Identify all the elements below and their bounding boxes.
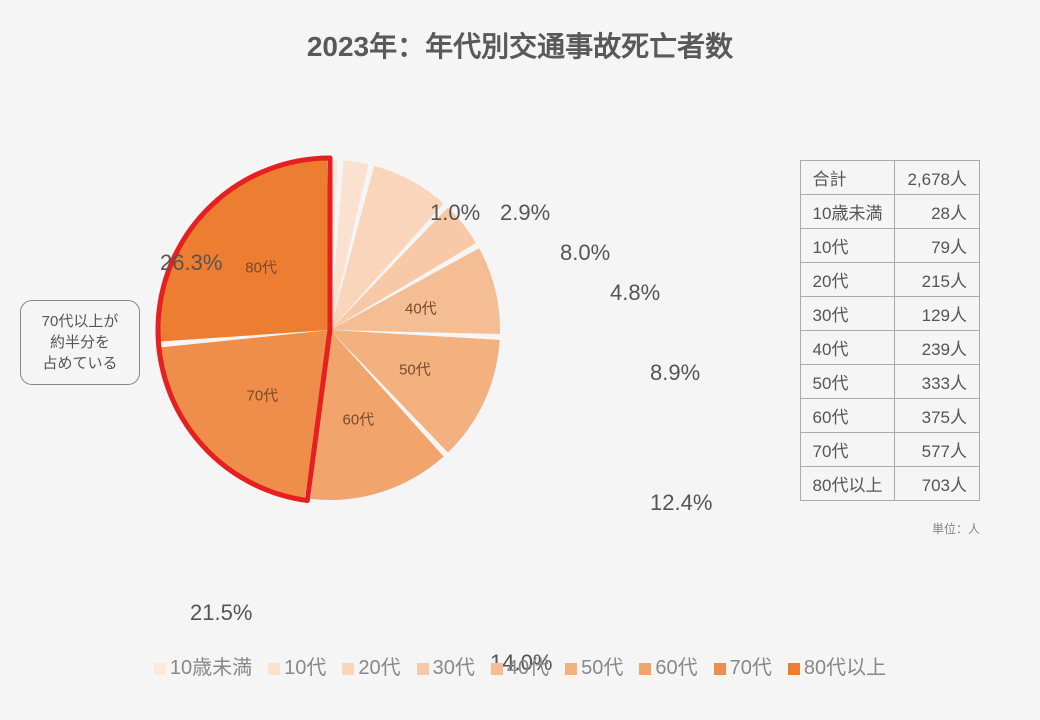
pie-slice-70s [161, 330, 330, 498]
table-cell: 20代 [800, 263, 895, 297]
legend-item-80s: 80代以上 [788, 651, 886, 680]
legend-item-70s: 70代 [714, 651, 772, 680]
legend-label: 80代以上 [804, 657, 886, 679]
table-cell: 80代以上 [800, 467, 895, 501]
legend-label: 40代 [507, 657, 549, 679]
annotation-box: 70代以上が約半分を占めている [20, 300, 140, 385]
slice-label-60s: 60代 [343, 409, 375, 430]
table-row: 70代577人 [800, 433, 979, 467]
table-unit: 単位：人 [932, 520, 980, 537]
table-cell: 333人 [895, 365, 980, 399]
pie-chart: 40代50代60代70代80代1.0%2.9%8.0%4.8%8.9%12.4%… [120, 120, 540, 540]
legend-item-10s: 10代 [268, 651, 326, 680]
legend-swatch [342, 663, 354, 675]
table-row: 合計2,678人 [800, 161, 979, 195]
legend-swatch [788, 663, 800, 675]
slice-label-50s: 50代 [399, 359, 431, 380]
slice-label-70s: 70代 [246, 384, 278, 405]
table-row: 80代以上703人 [800, 467, 979, 501]
table-cell: 50代 [800, 365, 895, 399]
legend-swatch [491, 663, 503, 675]
pct-label-4: 8.9% [650, 360, 700, 386]
table-cell: 30代 [800, 297, 895, 331]
legend-swatch [417, 663, 429, 675]
table-row: 10歳未満28人 [800, 195, 979, 229]
pct-label-8: 26.3% [160, 250, 222, 276]
table-cell: 129人 [895, 297, 980, 331]
legend: 10歳未満 10代 20代 30代 40代 50代 60代 70代 80代以上 [0, 651, 1040, 680]
table-cell: 40代 [800, 331, 895, 365]
table-row: 20代215人 [800, 263, 979, 297]
legend-swatch [565, 663, 577, 675]
legend-label: 10歳未満 [170, 657, 252, 679]
legend-swatch [268, 663, 280, 675]
table-cell: 70代 [800, 433, 895, 467]
table-cell: 合計 [800, 161, 895, 195]
legend-label: 20代 [358, 657, 400, 679]
table-cell: 215人 [895, 263, 980, 297]
table-cell: 60代 [800, 399, 895, 433]
legend-item-30s: 30代 [417, 651, 475, 680]
pct-label-1: 2.9% [500, 200, 550, 226]
legend-label: 70代 [730, 657, 772, 679]
legend-label: 30代 [433, 657, 475, 679]
table-row: 10代79人 [800, 229, 979, 263]
table-cell: 239人 [895, 331, 980, 365]
table-cell: 703人 [895, 467, 980, 501]
legend-label: 10代 [284, 657, 326, 679]
table-cell: 79人 [895, 229, 980, 263]
table-cell: 10代 [800, 229, 895, 263]
table-cell: 375人 [895, 399, 980, 433]
legend-item-20s: 20代 [342, 651, 400, 680]
legend-item-40s: 40代 [491, 651, 549, 680]
legend-swatch [714, 663, 726, 675]
legend-label: 60代 [655, 657, 697, 679]
table-cell: 10歳未満 [800, 195, 895, 229]
legend-swatch [154, 663, 166, 675]
legend-item-60s: 60代 [639, 651, 697, 680]
table-row: 50代333人 [800, 365, 979, 399]
pct-label-0: 1.0% [430, 200, 480, 226]
data-table: 合計2,678人10歳未満28人10代79人20代215人30代129人40代2… [800, 160, 980, 501]
table-row: 30代129人 [800, 297, 979, 331]
pct-label-3: 4.8% [610, 280, 660, 306]
legend-item-u10: 10歳未満 [154, 651, 252, 680]
table-cell: 28人 [895, 195, 980, 229]
table-cell: 2,678人 [895, 161, 980, 195]
chart-title: 2023年：年代別交通事故死亡者数 [0, 0, 1040, 65]
pct-label-7: 21.5% [190, 600, 252, 626]
table-row: 60代375人 [800, 399, 979, 433]
table-row: 40代239人 [800, 331, 979, 365]
table-cell: 577人 [895, 433, 980, 467]
pct-label-5: 12.4% [650, 490, 712, 516]
slice-label-40s: 40代 [405, 297, 437, 318]
legend-item-50s: 50代 [565, 651, 623, 680]
pct-label-2: 8.0% [560, 240, 610, 266]
slice-label-80s: 80代 [245, 256, 277, 277]
legend-label: 50代 [581, 657, 623, 679]
legend-swatch [639, 663, 651, 675]
